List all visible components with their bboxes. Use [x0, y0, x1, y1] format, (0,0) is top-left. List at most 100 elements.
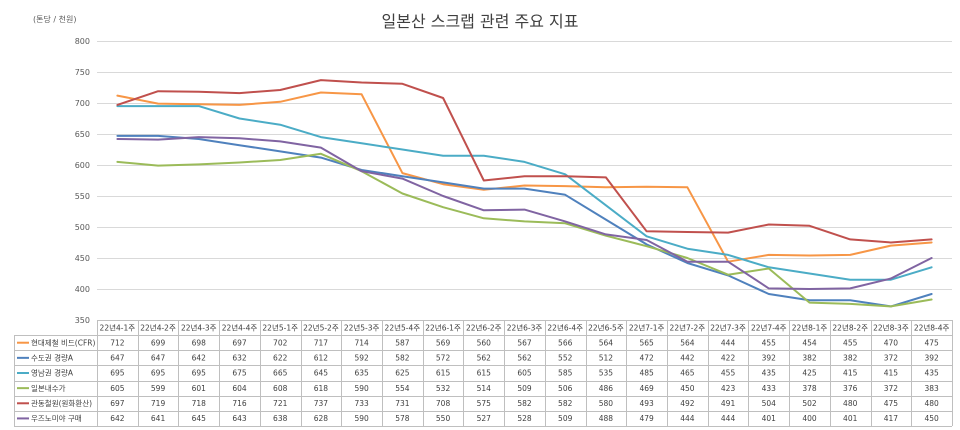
- table-cell: 565: [639, 338, 654, 347]
- table-cell: 401: [843, 414, 858, 423]
- legend-label: 관동철원(원화환산): [31, 398, 92, 408]
- table-cell: 512: [599, 354, 614, 363]
- x-tick-label: 22년7-1주: [629, 323, 665, 333]
- table-cell: 450: [680, 384, 695, 393]
- table-cell: 625: [395, 369, 410, 378]
- x-tick-label: 22년6-1주: [425, 323, 461, 333]
- legend-label: 수도권 경량A: [31, 353, 74, 363]
- table-cell: 647: [151, 354, 166, 363]
- table-cell: 592: [354, 354, 369, 363]
- table-cell: 615: [477, 369, 492, 378]
- y-tick-label: 450: [75, 254, 90, 263]
- table-cell: 433: [762, 384, 777, 393]
- table-cell: 645: [192, 414, 207, 423]
- y-axis: 800 750 700 650 600 550 500 450 400 350: [75, 37, 90, 325]
- table-cell: 665: [273, 369, 288, 378]
- table-cell: 612: [314, 354, 329, 363]
- table-cell: 444: [721, 414, 736, 423]
- table-cell: 378: [802, 384, 817, 393]
- table-cell: 479: [639, 414, 654, 423]
- table-cell: 643: [232, 414, 247, 423]
- table-cell: 698: [192, 338, 207, 347]
- x-tick-label: 22년8-3주: [873, 323, 909, 333]
- x-tick-label: 22년8-4주: [914, 323, 950, 333]
- table-cell: 632: [232, 354, 247, 363]
- table-cell: 582: [395, 354, 410, 363]
- table-cell: 528: [517, 414, 532, 423]
- table-cell: 372: [884, 354, 899, 363]
- table-cell: 470: [884, 338, 899, 347]
- table-cell: 455: [721, 369, 736, 378]
- table-cell: 491: [721, 399, 736, 408]
- table-cell: 442: [680, 354, 695, 363]
- table-cell: 578: [395, 414, 410, 423]
- table-cell: 444: [721, 338, 736, 347]
- table-cell: 425: [802, 369, 817, 378]
- table-cell: 532: [436, 384, 451, 393]
- table-cell: 622: [273, 354, 288, 363]
- y-tick-label: 750: [75, 68, 90, 77]
- table-cell: 695: [192, 369, 207, 378]
- table-cell: 642: [110, 414, 125, 423]
- table-cell: 488: [599, 414, 614, 423]
- gridlines: [97, 41, 952, 290]
- table-cell: 535: [599, 369, 614, 378]
- table-cell: 605: [517, 369, 532, 378]
- x-tick-label: 22년5-3주: [344, 323, 380, 333]
- table-cell: 480: [924, 399, 939, 408]
- x-tick-label: 22년7-2주: [670, 323, 706, 333]
- table-cell: 695: [110, 369, 125, 378]
- x-tick-label: 22년6-3주: [507, 323, 543, 333]
- x-tick-label: 22년8-2주: [832, 323, 868, 333]
- table-cell: 566: [558, 338, 573, 347]
- table-cell: 647: [110, 354, 125, 363]
- table-cell: 504: [762, 399, 777, 408]
- table-cell: 435: [924, 369, 939, 378]
- table-cell: 587: [395, 338, 410, 347]
- table-cell: 564: [680, 338, 695, 347]
- table-cell: 417: [884, 414, 899, 423]
- y-tick-label: 650: [75, 130, 90, 139]
- table-cell: 628: [314, 414, 329, 423]
- x-tick-label: 22년6-2주: [466, 323, 502, 333]
- table-cell: 697: [110, 399, 125, 408]
- table-cell: 376: [843, 384, 858, 393]
- table-cell: 572: [436, 354, 451, 363]
- table-cell: 695: [151, 369, 166, 378]
- table-cell: 415: [843, 369, 858, 378]
- table-cell: 599: [151, 384, 166, 393]
- table-cell: 455: [762, 338, 777, 347]
- table-cell: 675: [232, 369, 247, 378]
- table-cell: 708: [436, 399, 451, 408]
- table-cell: 697: [232, 338, 247, 347]
- x-tick-label: 22년8-1주: [792, 323, 828, 333]
- table-cell: 392: [924, 354, 939, 363]
- table-cell: 493: [639, 399, 654, 408]
- table-cell: 575: [477, 399, 492, 408]
- table-cell: 608: [273, 384, 288, 393]
- table-cell: 712: [110, 338, 125, 347]
- x-tick-label: 22년4-4주: [222, 323, 258, 333]
- series-line: [116, 105, 933, 281]
- table-cell: 719: [151, 399, 166, 408]
- table-cell: 560: [477, 338, 492, 347]
- series-line: [116, 136, 933, 290]
- table-cell: 702: [273, 338, 288, 347]
- table-cell: 383: [924, 384, 939, 393]
- x-tick-label: 22년6-4주: [547, 323, 583, 333]
- table-cell: 552: [558, 354, 573, 363]
- table-cell: 569: [436, 338, 451, 347]
- y-axis-unit-label: (톤당 / 천원): [33, 15, 77, 24]
- table-cell: 382: [802, 354, 817, 363]
- table-cell: 721: [273, 399, 288, 408]
- table-cell: 641: [151, 414, 166, 423]
- series-lines: [116, 79, 933, 308]
- table-cell: 642: [192, 354, 207, 363]
- table-cell: 509: [558, 414, 573, 423]
- legend-label: 영남권 경량A: [31, 368, 74, 378]
- table-cell: 392: [762, 354, 777, 363]
- table-cell: 590: [354, 384, 369, 393]
- table-cell: 469: [639, 384, 654, 393]
- table-cell: 400: [802, 414, 817, 423]
